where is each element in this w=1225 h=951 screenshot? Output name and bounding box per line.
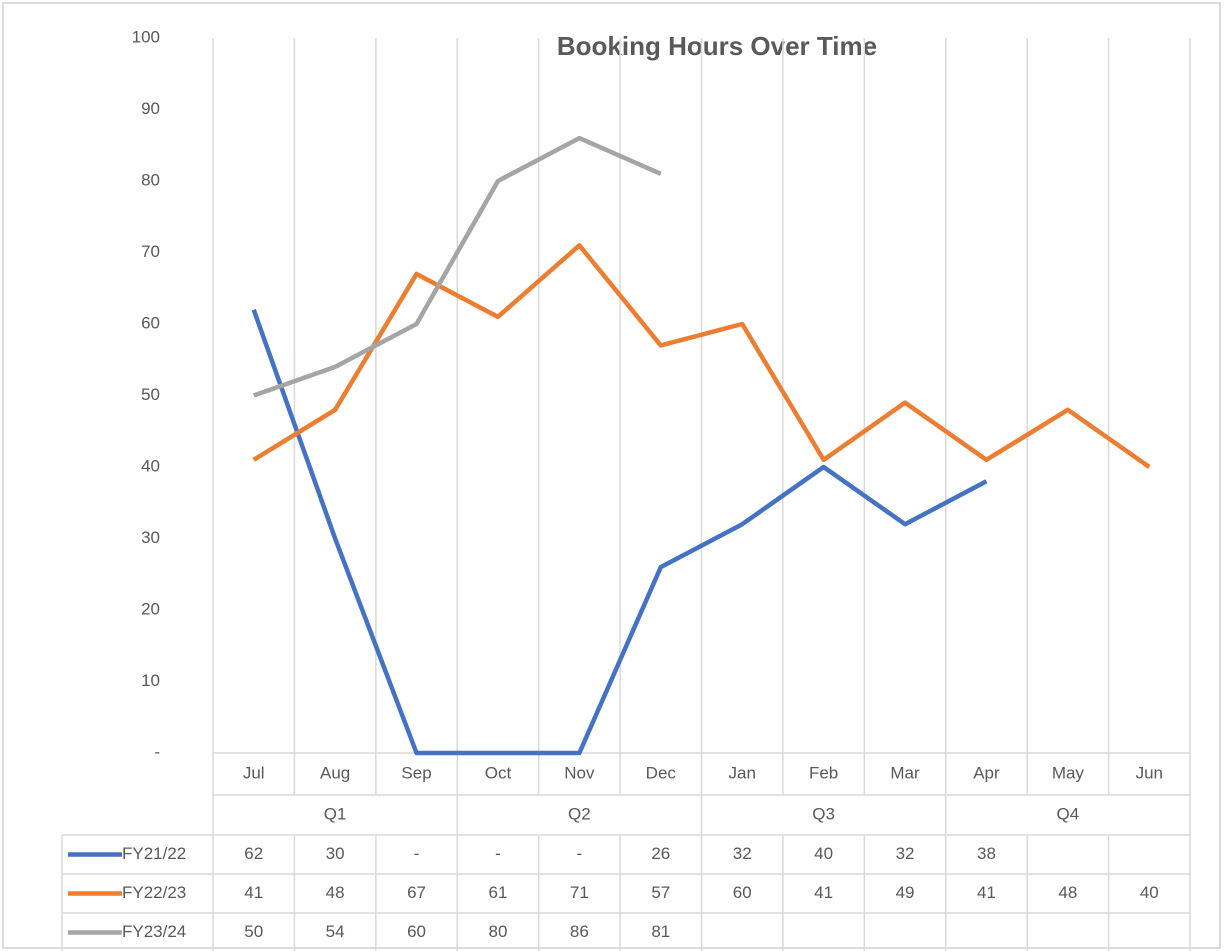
x-tick-label: Feb — [809, 763, 838, 782]
x-tick-label: Jun — [1136, 763, 1163, 782]
table-value: 60 — [733, 883, 752, 902]
y-tick-label: 80 — [141, 170, 160, 189]
table-value: 32 — [896, 844, 915, 863]
x-tick-label: May — [1052, 763, 1085, 782]
table-value: 50 — [244, 922, 263, 941]
quarter-label: Q1 — [324, 804, 347, 823]
table-value: 40 — [1140, 883, 1159, 902]
table-value: 40 — [814, 844, 833, 863]
y-tick-label: 20 — [141, 599, 160, 618]
table-value: 81 — [651, 922, 670, 941]
series-line — [251, 308, 988, 756]
y-tick-label: 50 — [141, 385, 160, 404]
y-tick-label: 30 — [141, 528, 160, 547]
table-value: 41 — [977, 883, 996, 902]
table-value: 32 — [733, 844, 752, 863]
y-tick-label: 70 — [141, 242, 160, 261]
legend-label: FY21/22 — [122, 844, 186, 863]
quarter-label: Q3 — [812, 804, 835, 823]
y-tick-label: 100 — [132, 27, 160, 46]
quarter-label: Q4 — [1057, 804, 1080, 823]
table-value: - — [577, 844, 583, 863]
table-value: 86 — [570, 922, 589, 941]
table-value: 71 — [570, 883, 589, 902]
table-value: 41 — [814, 883, 833, 902]
x-tick-label: Apr — [973, 763, 1000, 782]
y-tick-label: 40 — [141, 456, 160, 475]
legend-label: FY22/23 — [122, 883, 186, 902]
series-line — [252, 243, 1151, 469]
x-tick-label: Jul — [243, 763, 265, 782]
table-value: 61 — [488, 883, 507, 902]
legend-label: FY23/24 — [122, 922, 186, 941]
x-tick-label: Dec — [646, 763, 677, 782]
y-tick-label: 90 — [141, 99, 160, 118]
table-value: 26 — [651, 844, 670, 863]
table-value: 62 — [244, 844, 263, 863]
y-tick-label: 60 — [141, 313, 160, 332]
x-tick-label: Sep — [401, 763, 431, 782]
x-tick-label: Nov — [564, 763, 595, 782]
x-tick-label: Mar — [890, 763, 920, 782]
x-tick-label: Jan — [728, 763, 755, 782]
table-value: 49 — [896, 883, 915, 902]
table-value: 30 — [326, 844, 345, 863]
table-value: 41 — [244, 883, 263, 902]
y-tick-label: 10 — [141, 671, 160, 690]
series-line — [252, 135, 662, 398]
table-value: 54 — [326, 922, 345, 941]
table-value: - — [414, 844, 420, 863]
x-tick-label: Oct — [485, 763, 512, 782]
table-value: 48 — [326, 883, 345, 902]
table-value: 48 — [1058, 883, 1077, 902]
table-value: 80 — [488, 922, 507, 941]
quarter-label: Q2 — [568, 804, 591, 823]
chart-title: Booking Hours Over Time — [557, 31, 877, 61]
x-tick-label: Aug — [320, 763, 350, 782]
table-value: - — [495, 844, 501, 863]
table-value: 57 — [651, 883, 670, 902]
table-value: 60 — [407, 922, 426, 941]
table-value: 38 — [977, 844, 996, 863]
y-tick-label: - — [154, 742, 160, 761]
table-value: 67 — [407, 883, 426, 902]
